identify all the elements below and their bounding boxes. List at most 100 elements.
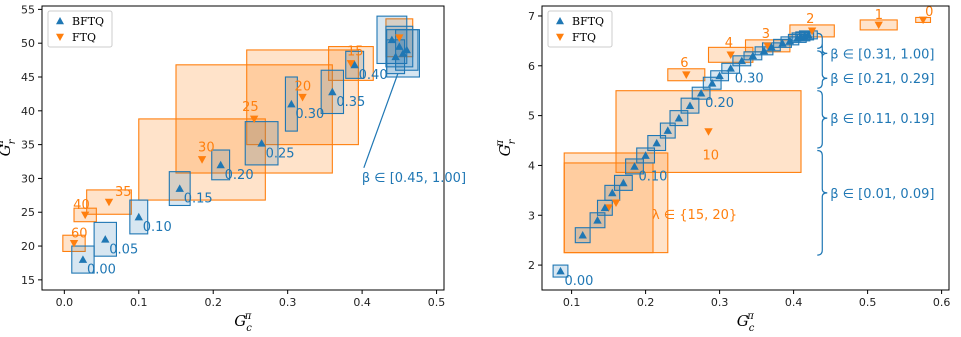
bftq-point [350,60,359,69]
bftq-point [578,230,587,239]
ftq-point [80,211,90,220]
bftq-point [257,139,266,147]
bftq-point-label: 0.35 [336,95,365,110]
bftq-point-label: 0.20 [705,96,734,111]
y-title: Grπ [495,138,518,156]
x-tick-label: 0.5 [428,296,446,309]
ftq-point [611,199,621,208]
bftq-point [778,39,787,47]
bftq-point [708,79,717,87]
ftq-point [763,42,772,51]
ftq-point-label: 3 [762,27,770,42]
bftq-point [619,178,628,187]
ftq-point [104,198,114,207]
ftq-point-label: 10 [703,149,720,164]
legend-frame [47,10,113,48]
bftq-point-label: 0.15 [184,192,213,207]
ftq-point [918,16,928,25]
y-text: Grπ [0,138,18,156]
beta-bracket-label: β ∈ [0.11, 0.19] [830,112,934,127]
bftq-point [715,71,724,80]
bftq-point-label: 0.10 [143,220,172,235]
bftq-point [175,184,184,192]
legend: BFTQ FTQ [547,10,613,48]
ftq-point [682,71,691,79]
bftq-point-label: 0.10 [639,169,668,184]
plot-area [542,6,949,290]
ftq-point-label: 20 [295,79,312,94]
bftq-point [395,42,404,50]
bftq-point-label: 0.40 [359,68,388,83]
ftq-point-label: 30 [198,140,215,155]
ftq-point-label: 4 [725,36,733,51]
bftq-point [663,126,672,134]
bftq-point [804,30,813,39]
ftq-point [197,156,207,164]
bftq-point [726,64,735,72]
y-tick-label: 25 [21,206,35,219]
bftq-point [685,101,695,110]
bftq-point [759,46,769,55]
y-tick-label: 4 [528,159,535,172]
x-text: Gcπ [737,311,755,334]
x-tick-label: 0.3 [279,296,297,309]
ftq-point-label: 0 [925,5,933,20]
ftq-point [346,60,356,68]
y-tick-label: 15 [21,274,35,287]
bftq-point [216,160,225,169]
ftq-point [726,51,735,60]
y-tick-label: 3 [528,209,535,222]
bftq-point-label: 0.20 [225,168,254,183]
bftq-point [767,42,776,51]
bftq-point [101,235,110,243]
bftq-point-label: 0.00 [87,263,116,278]
legend-ftq-label: FTQ [572,31,596,44]
x-tick-label: 0.2 [637,296,655,309]
x-title: Gcπ [737,311,755,334]
bftq-point-label: 0.05 [109,242,138,257]
legend-ftq-marker [556,33,564,41]
y-tick-label: 35 [21,139,35,152]
y-tick-label: 30 [21,172,35,185]
x-tick-label: 0.0 [56,296,74,309]
ftq-error-box [86,189,132,215]
bftq-point [630,162,639,170]
bftq-point-label: 0.30 [735,71,764,86]
x-title: Gcπ [234,311,252,334]
ftq-point [604,204,613,212]
bftq-point-label: 0.30 [295,107,324,122]
ftq-point-label: 35 [115,185,132,200]
y-tick-label: 45 [21,71,35,84]
x-text: Gcπ [234,311,252,334]
bftq-point [78,255,88,263]
bftq-point [387,35,397,44]
bftq-point [737,56,746,65]
beta-bracket-label: β ∈ [0.31, 1.00] [830,47,934,62]
x-tick-label: 0.6 [933,296,951,309]
bftq-point [785,36,795,45]
ftq-point [704,128,713,136]
ftq-error-box [328,46,374,81]
beta-bracket-label: β ∈ [0.21, 0.29] [830,72,934,87]
x-tick-label: 0.1 [563,296,581,309]
y-tick-label: 5 [528,110,535,123]
ftq-point-label: λ ∈ {15, 20} [652,208,737,223]
x-tick-label: 0.4 [353,296,371,309]
bftq-point [600,203,610,212]
legend-bftq-label: BFTQ [572,15,604,28]
legend-ftq-marker [56,33,64,41]
y-tick-label: 55 [21,3,35,16]
legend-bftq-marker [56,17,64,25]
bftq-point [134,212,143,221]
bftq-point [608,188,617,197]
y-tick-label: 7 [528,10,535,23]
bftq-point [652,138,661,147]
annotation-leader-line [363,73,399,169]
ftq-point-label: 6 [680,56,688,71]
bftq-point [328,87,337,96]
bftq-point [391,52,400,61]
ftq-point-label: 25 [242,100,259,115]
legend-bftq-marker [556,17,564,25]
